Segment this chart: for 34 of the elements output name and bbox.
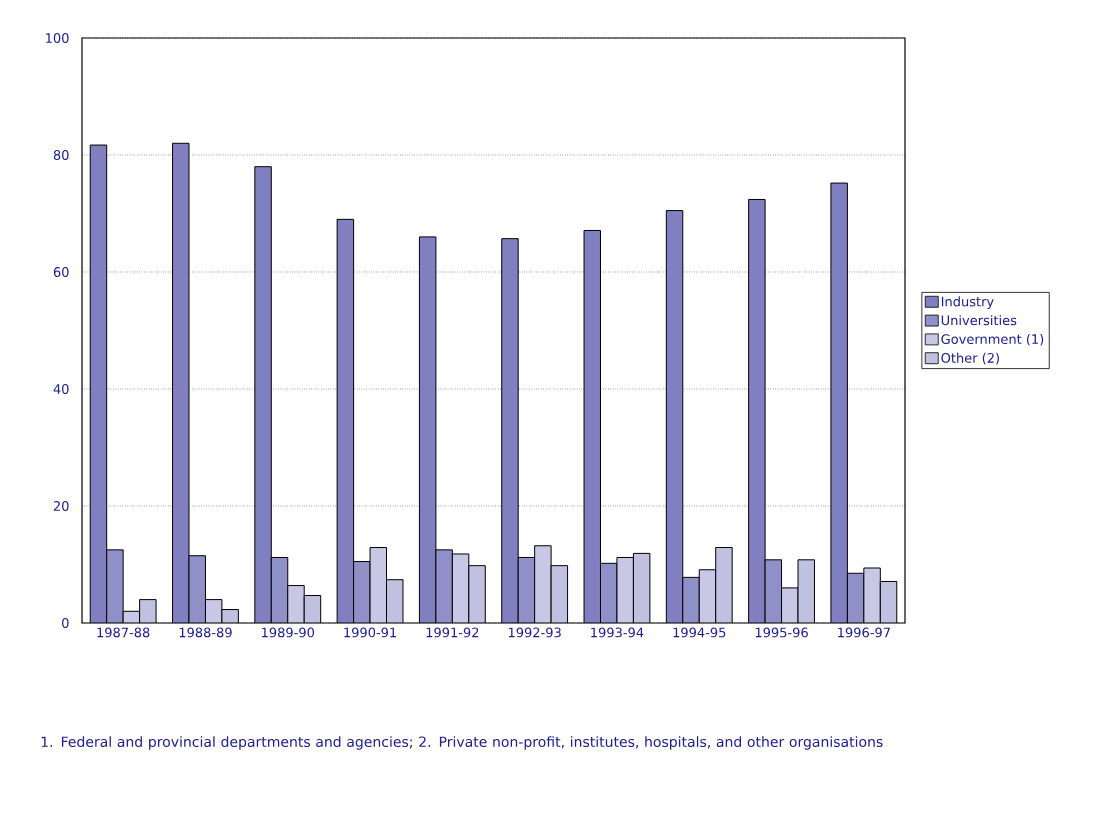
bar bbox=[748, 199, 766, 623]
bar bbox=[584, 230, 601, 623]
x-tick-label: 1996-97 bbox=[838, 627, 890, 638]
x-tick-label: 1990-91 bbox=[344, 627, 397, 638]
bar bbox=[254, 166, 272, 623]
x-tick-label: 1994-95 bbox=[673, 627, 726, 638]
bar bbox=[534, 545, 552, 623]
x-tick-label: 1988-89 bbox=[179, 627, 232, 638]
legend-label: Other (2) bbox=[941, 352, 999, 365]
y-tick-label: 20 bbox=[53, 501, 69, 511]
y-tick-label: 60 bbox=[53, 267, 69, 277]
x-tick-label: 1987-88 bbox=[97, 627, 150, 638]
legend-label: Government (1) bbox=[941, 334, 1044, 346]
x-tick-label: 1989-90 bbox=[262, 627, 315, 638]
y-tick-label: 40 bbox=[53, 384, 69, 394]
x-tick-label: 1991-92 bbox=[426, 627, 479, 638]
bar bbox=[419, 236, 436, 623]
y-tick-label: 0 bbox=[62, 618, 69, 628]
bar bbox=[106, 549, 124, 623]
x-tick-label: 1993-94 bbox=[591, 627, 644, 638]
x-tick-label: 1995-96 bbox=[755, 627, 808, 638]
bar bbox=[90, 145, 107, 623]
bar bbox=[172, 143, 189, 623]
y-tick-label: 80 bbox=[53, 150, 69, 160]
y-tick-label: 100 bbox=[46, 33, 69, 43]
bar bbox=[830, 182, 848, 623]
bar bbox=[666, 210, 683, 623]
legend-label: Industry bbox=[941, 296, 994, 309]
legend-label: Universities bbox=[941, 315, 1017, 326]
bar bbox=[501, 238, 519, 623]
bar bbox=[337, 219, 354, 623]
text: 1. Federal and provincial departments and agencies; 2. Private non-profit, institutes, hospitals, and other organisations bbox=[41, 736, 883, 750]
bar bbox=[682, 577, 700, 623]
x-tick-label: 1992-93 bbox=[508, 627, 561, 638]
